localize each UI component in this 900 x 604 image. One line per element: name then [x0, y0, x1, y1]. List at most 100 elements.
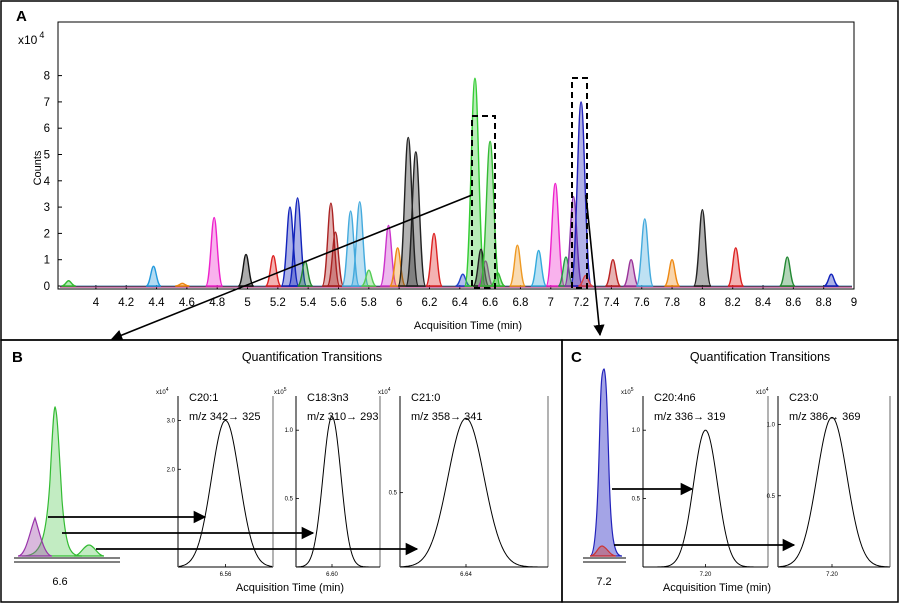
a-ytick-5: 5 — [44, 150, 50, 162]
a-peak-33 — [622, 258, 640, 287]
a-xtick-7-6: 7.6 — [634, 297, 650, 309]
b-sub-c18-3n3: x105 C18:3n3 m/z 310→ 293 0.5 1.0 6.60 — [274, 387, 381, 578]
a-peak-39 — [823, 273, 839, 287]
a-xtick-7: 7 — [548, 297, 554, 309]
a-peak-2 — [175, 282, 190, 287]
b-c20-1-ytick-2-0: 2.0 — [167, 467, 176, 473]
b-c21-0-compound: C21:0 — [411, 392, 440, 404]
a-peak-23 — [479, 140, 501, 287]
a-peaks — [60, 77, 852, 288]
panel-c-frame — [561, 339, 899, 603]
a-xtick-4-8: 4.8 — [209, 297, 225, 309]
b-c18-3n3-multiplier: x105 — [274, 387, 287, 396]
b-c21-0-xtick-6-64: 6.64 — [460, 572, 472, 578]
a-peak-13 — [361, 269, 377, 287]
c-c23-0-peak-curve — [778, 416, 889, 568]
panel-c-letter: C — [571, 349, 582, 366]
a-xtick-7-4: 7.4 — [603, 297, 620, 309]
a-xtick-8-2: 8.2 — [725, 297, 741, 309]
b-overlay: 6.6 — [14, 406, 120, 588]
a-xtick-8-4: 8.4 — [755, 297, 772, 309]
panel-b-frame — [0, 339, 563, 603]
a-plot-frame — [57, 21, 855, 290]
a-zoom-box-6-6 — [471, 115, 496, 289]
a-xtick-5: 5 — [244, 297, 250, 309]
a-peak-32 — [604, 258, 622, 287]
b-c20-1-transition: m/z 342→ 325 — [189, 411, 261, 423]
a-xtick-5-6: 5.6 — [330, 297, 346, 309]
a-xtick-4-4: 4.4 — [149, 297, 166, 309]
b-overlay-purple — [17, 516, 53, 557]
a-y-multiplier: x10 4 — [18, 30, 44, 47]
c-c20-4n6-transition: m/z 336→ 319 — [654, 411, 726, 423]
a-peak-37 — [727, 247, 745, 287]
a-peak-35 — [663, 258, 681, 287]
a-xtick-9: 9 — [851, 297, 857, 309]
a-peak-14 — [379, 224, 398, 287]
a-peak-16 — [397, 136, 420, 287]
c-overlay-red — [589, 545, 617, 557]
a-peak-27 — [545, 182, 566, 287]
a-x-label: Acquisition Time (min) — [414, 320, 522, 332]
panel-b-letter: B — [12, 349, 23, 366]
a-ytick-4: 4 — [44, 176, 51, 188]
c-overlay-label: 7.2 — [596, 576, 611, 588]
c-sub-c20-4n6: x105 C20:4n6 m/z 336→ 319 0.5 1.0 7.20 — [621, 387, 769, 578]
a-xtick-6-6: 6.6 — [482, 297, 498, 309]
a-peak-10 — [326, 231, 345, 287]
b-c21-0-multiplier: x104 — [378, 387, 391, 396]
b-title: Quantification Transitions — [242, 350, 382, 364]
c-title: Quantification Transitions — [690, 350, 830, 364]
b-c18-3n3-ytick-1-0: 1.0 — [285, 428, 294, 434]
a-y-ticks: 0 1 2 3 4 5 6 7 8 — [44, 71, 62, 293]
a-y-label: Counts — [32, 150, 44, 185]
a-xtick-6-2: 6.2 — [421, 297, 437, 309]
a-peak-19 — [455, 273, 471, 287]
a-peak-7 — [287, 197, 308, 287]
a-peak-31 — [578, 274, 594, 287]
a-xtick-8-8: 8.8 — [816, 297, 832, 309]
c-c20-4n6-compound: C20:4n6 — [654, 392, 696, 404]
a-peak-34 — [635, 218, 654, 287]
a-xtick-4-2: 4.2 — [118, 297, 134, 309]
a-peak-38 — [778, 256, 796, 287]
a-arrow-to-c — [585, 194, 605, 337]
a-peak-21 — [472, 248, 490, 287]
a-arrow-to-b — [110, 194, 473, 341]
c-c23-0-transition: m/z 386→ 369 — [789, 411, 861, 423]
c-c23-0-xtick-7-20: 7.20 — [826, 572, 838, 578]
c-sub-c23-0: x104 C23:0 m/z 386→ 369 0.5 1.0 7.20 — [756, 387, 891, 578]
a-xtick-5-4: 5.4 — [300, 297, 317, 309]
a-peak-9 — [321, 202, 341, 287]
a-peak-30 — [570, 101, 593, 287]
a-ytick-7: 7 — [44, 97, 50, 109]
panel-c-chart: Quantification Transitions 7.2 x105 C20:4… — [583, 350, 891, 594]
panel-b-chart: Quantification Transitions 6.6 x104 C20:1… — [14, 350, 549, 594]
a-xtick-5-2: 5.2 — [270, 297, 286, 309]
a-peak-15 — [389, 247, 407, 287]
a-peak-36 — [693, 209, 712, 287]
a-ytick-8: 8 — [44, 71, 50, 83]
a-peak-25 — [508, 244, 526, 287]
a-xtick-6-8: 6.8 — [512, 297, 528, 309]
c-c20-4n6-xtick-7-20: 7.20 — [700, 572, 712, 578]
c-overlay-blue — [589, 368, 623, 557]
b-c21-0-ytick-0-5: 0.5 — [389, 491, 398, 497]
c-c23-0-compound: C23:0 — [789, 392, 818, 404]
a-peak-18 — [425, 232, 443, 287]
b-c18-3n3-compound: C18:3n3 — [307, 392, 349, 404]
b-c21-0-peak-curve — [400, 417, 547, 568]
a-ytick-6: 6 — [44, 123, 50, 135]
a-peak-24 — [490, 272, 506, 287]
a-zoom-box-7-2 — [571, 77, 588, 289]
a-peak-3 — [205, 216, 224, 287]
a-peak-4 — [237, 253, 255, 287]
a-xtick-7-8: 7.8 — [664, 297, 680, 309]
a-peak-5 — [264, 255, 282, 287]
b-overlay-label: 6.6 — [52, 576, 67, 588]
b-x-label: Acquisition Time (min) — [236, 582, 344, 594]
a-ytick-3: 3 — [44, 202, 50, 214]
b-c18-3n3-xtick-6-60: 6.60 — [326, 572, 338, 578]
c-c23-0-ytick-0-5: 0.5 — [767, 494, 776, 500]
a-peak-26 — [530, 249, 548, 287]
